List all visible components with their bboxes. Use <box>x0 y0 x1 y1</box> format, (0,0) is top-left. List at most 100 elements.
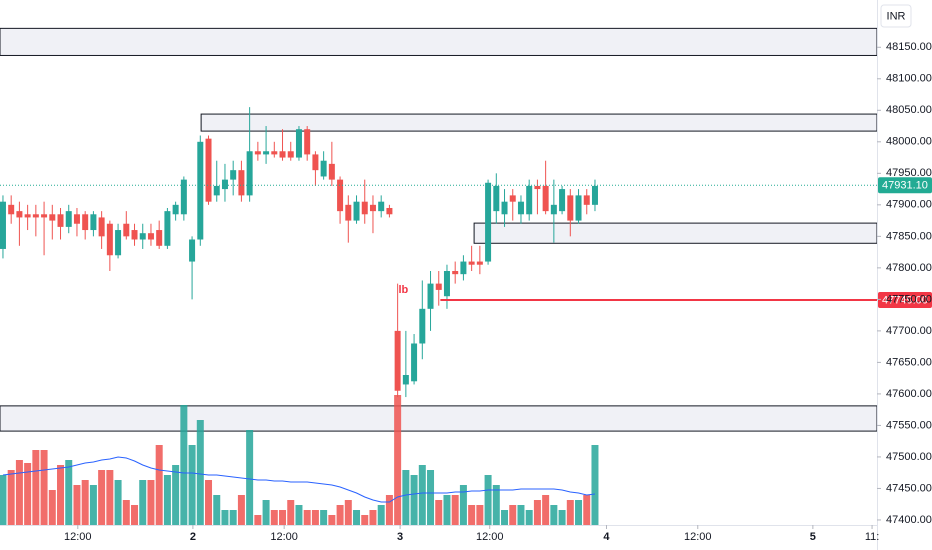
y-tick-label: 48100.00 <box>886 73 932 85</box>
annotation: lb <box>398 284 408 296</box>
candle-body <box>476 261 483 265</box>
volume-bar <box>320 510 328 525</box>
zone <box>0 27 878 56</box>
currency-box[interactable] <box>880 4 912 28</box>
candle-body <box>115 230 122 256</box>
candle-body <box>583 195 590 205</box>
volume-bar <box>410 475 418 525</box>
y-tick-label: 47450.00 <box>886 482 932 494</box>
volume-bar <box>0 475 7 525</box>
last-price-tag <box>878 177 932 194</box>
volume-bar <box>81 480 89 525</box>
volume-bar <box>139 480 147 525</box>
volume-bar <box>550 505 558 525</box>
candle-body <box>435 283 442 290</box>
candle-body <box>189 239 196 262</box>
volume-bar <box>328 515 336 525</box>
volume-bar <box>147 480 155 525</box>
candle-body <box>90 214 97 231</box>
volume-bar <box>533 500 541 525</box>
volume-bar <box>591 445 599 525</box>
volume-bar <box>484 475 492 525</box>
axes: 47400.00 47450.00 47500.00 47550.00 47600.00… <box>64 41 932 543</box>
candle-body <box>24 214 31 218</box>
volume-bar <box>246 430 254 525</box>
volume-bar <box>48 490 56 525</box>
candle-body <box>197 141 204 240</box>
volume-bar <box>57 465 65 525</box>
volume-bar <box>213 495 221 525</box>
candle-body <box>279 151 286 158</box>
last-price-label: 47931.10 <box>882 180 928 192</box>
x-tick-label: 12:00 <box>476 531 504 543</box>
volume-bar <box>114 480 122 525</box>
candle-body <box>394 330 401 391</box>
x-tick-label: 12:00 <box>270 531 298 543</box>
volume-bar <box>122 500 130 525</box>
y-tick-label: 47900.00 <box>886 199 932 211</box>
candle-body <box>205 138 212 202</box>
candle-body <box>369 204 376 212</box>
candle-body <box>542 185 549 212</box>
candle-body <box>82 214 89 231</box>
y-tick-label: 47500.00 <box>886 451 932 463</box>
volume-bar <box>418 465 426 525</box>
candle-body <box>16 211 23 218</box>
volume-bar <box>385 495 393 525</box>
x-tick-label: 3 <box>397 531 403 543</box>
volume-bar <box>295 505 303 525</box>
volume-ma-line <box>2 456 596 503</box>
volume-bar <box>476 505 484 525</box>
volume-bar <box>262 500 270 525</box>
y-tick-label: 47800.00 <box>886 262 932 274</box>
candle-body <box>443 271 450 297</box>
currency-label[interactable]: INR <box>887 10 906 22</box>
y-tick-label: 47850.00 <box>886 230 932 242</box>
volume-bar <box>402 470 410 525</box>
volume-bar <box>196 420 204 525</box>
candle-body <box>49 214 56 221</box>
candle-body <box>147 233 154 240</box>
candle-body <box>567 195 574 221</box>
candle-body <box>328 163 335 180</box>
volume-bar <box>311 510 319 525</box>
candle-body <box>172 204 179 215</box>
candle-body <box>493 185 500 212</box>
zone <box>200 113 878 132</box>
candle-body <box>106 223 113 256</box>
volume-bar <box>377 505 385 525</box>
volume-bar <box>131 505 139 525</box>
candle-body <box>57 214 64 227</box>
y-tick-label: 47950.00 <box>886 167 932 179</box>
volume-bar <box>279 510 287 525</box>
candle-body <box>550 204 557 215</box>
volume-bar <box>40 450 48 525</box>
volume-bar <box>254 515 262 525</box>
volume-bar <box>361 515 369 525</box>
candle-body <box>509 195 516 202</box>
volume-bar <box>468 505 476 525</box>
volume-bar <box>172 465 180 525</box>
volume-bar <box>435 500 443 525</box>
candle-body <box>131 230 138 240</box>
candle-body <box>287 151 294 158</box>
y-tick-label: 47550.00 <box>886 419 932 431</box>
y-tick-label: 48050.00 <box>886 104 932 116</box>
candle-body <box>98 217 105 237</box>
candle-body <box>271 151 278 155</box>
y-tick-label: 47600.00 <box>886 388 932 400</box>
y-tick-label: 48150.00 <box>886 41 932 53</box>
candle-body <box>353 201 360 221</box>
x-tick-label: 12:00 <box>684 531 712 543</box>
candle-body <box>517 201 524 215</box>
level-label: 47749.00 <box>882 294 928 306</box>
candle-body <box>230 170 237 180</box>
volume-bar <box>344 500 352 525</box>
volume-bar <box>459 485 467 525</box>
level-tag <box>878 292 932 308</box>
candle-body <box>123 223 130 237</box>
volume-bar <box>106 470 114 525</box>
x-tick-label: 5 <box>810 531 816 543</box>
